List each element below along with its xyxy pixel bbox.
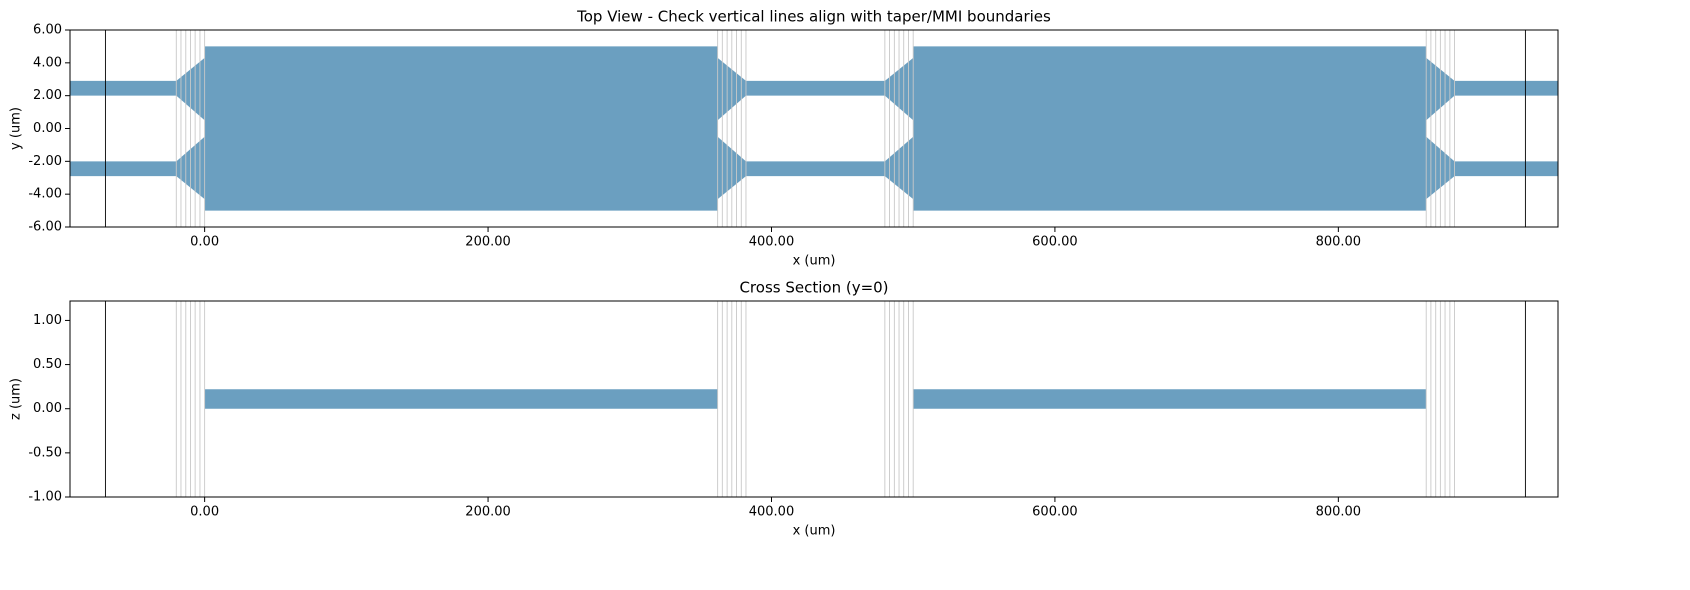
shape [913, 389, 1427, 409]
shape [204, 46, 718, 211]
chart-title: Cross Section (y=0) [739, 279, 888, 297]
y-tick-label: 0.00 [33, 121, 62, 136]
y-tick-label: 0.50 [33, 357, 62, 372]
shape [745, 161, 885, 177]
y-tick-label: 2.00 [33, 88, 62, 103]
y-axis-label: y (um) [9, 107, 24, 150]
x-axis-label: x (um) [793, 254, 836, 269]
y-tick-label: -4.00 [28, 187, 62, 202]
plot-area [70, 30, 1558, 227]
y-tick-label: -1.00 [28, 490, 62, 505]
x-tick-label: 400.00 [749, 505, 795, 520]
shape [70, 80, 177, 96]
x-tick-label: 0.00 [190, 505, 219, 520]
x-tick-label: 800.00 [1316, 505, 1362, 520]
y-tick-label: 0.00 [33, 401, 62, 416]
shape [745, 80, 885, 96]
x-tick-label: 400.00 [749, 235, 795, 250]
chart-title: Top View - Check vertical lines align wi… [576, 8, 1051, 26]
y-tick-label: -2.00 [28, 154, 62, 169]
axes-frame [69, 300, 1559, 498]
shape [204, 389, 718, 409]
x-tick-label: 200.00 [465, 235, 511, 250]
x-tick-label: 200.00 [465, 505, 511, 520]
y-tick-label: -0.50 [28, 445, 62, 460]
shape [70, 161, 177, 177]
x-tick-label: 600.00 [1032, 235, 1078, 250]
y-tick-label: 1.00 [33, 313, 62, 328]
x-tick-label: 800.00 [1316, 235, 1362, 250]
y-tick-label: -6.00 [28, 220, 62, 235]
x-axis-label: x (um) [793, 524, 836, 539]
shape [1454, 161, 1558, 177]
plot-area [104, 301, 1526, 497]
y-tick-label: 6.00 [33, 23, 62, 38]
shape [913, 46, 1427, 211]
x-tick-label: 600.00 [1032, 505, 1078, 520]
x-tick-label: 0.00 [190, 235, 219, 250]
y-tick-label: 4.00 [33, 55, 62, 70]
y-axis-label: z (um) [9, 378, 24, 420]
shape [1454, 80, 1558, 96]
